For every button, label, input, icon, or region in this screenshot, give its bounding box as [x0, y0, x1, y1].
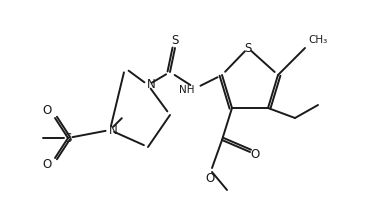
Text: N: N [147, 78, 155, 91]
Text: O: O [205, 172, 215, 184]
Text: NH: NH [179, 85, 194, 95]
Text: CH₃: CH₃ [308, 35, 327, 45]
Text: S: S [64, 131, 72, 145]
Text: O: O [42, 159, 52, 172]
Text: O: O [42, 105, 52, 117]
Text: N: N [109, 124, 117, 138]
Text: S: S [171, 35, 179, 47]
Text: S: S [244, 42, 252, 54]
Text: O: O [250, 148, 259, 160]
